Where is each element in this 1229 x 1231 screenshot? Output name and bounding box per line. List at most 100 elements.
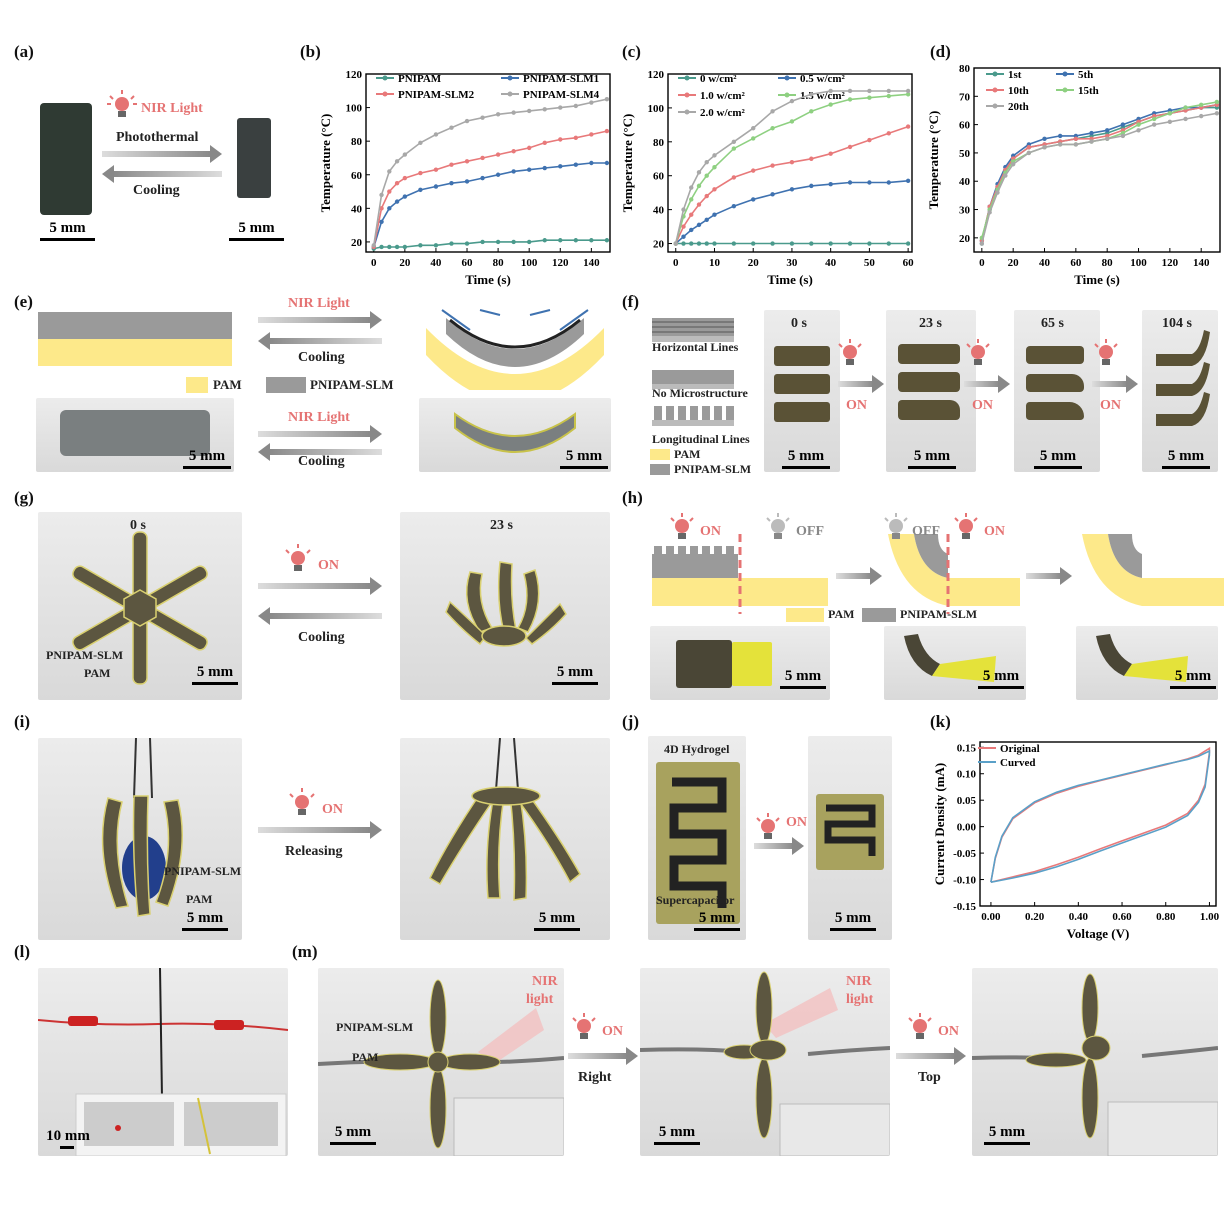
scale-bar: 10 mm bbox=[42, 1128, 94, 1149]
scale-bar: 5 mm bbox=[183, 448, 231, 469]
series-line-0 bbox=[981, 106, 1217, 244]
data-point bbox=[886, 180, 891, 185]
arrow-right-icon bbox=[964, 375, 1010, 393]
data-point bbox=[1183, 116, 1188, 122]
data-point bbox=[464, 118, 470, 124]
x-axis-label: Voltage (V) bbox=[1067, 926, 1130, 941]
data-point bbox=[689, 241, 694, 246]
data-point bbox=[673, 241, 678, 246]
data-point bbox=[402, 194, 408, 199]
pam-label: PAM bbox=[186, 892, 213, 906]
data-point bbox=[681, 224, 686, 229]
data-point bbox=[480, 239, 485, 245]
data-point bbox=[573, 135, 579, 141]
legend-label: Curved bbox=[1000, 757, 1035, 769]
data-point bbox=[418, 140, 423, 146]
data-point bbox=[828, 241, 833, 246]
data-point bbox=[526, 108, 532, 114]
data-point bbox=[1120, 133, 1126, 139]
data-point bbox=[371, 243, 376, 248]
photo-j-flat bbox=[648, 736, 746, 940]
data-point bbox=[449, 125, 454, 130]
x-tick-label: 30 bbox=[786, 257, 798, 269]
legend-marker bbox=[507, 75, 513, 81]
y-tick-label: 0.05 bbox=[957, 795, 977, 807]
y-axis-label: Temperature (°C) bbox=[318, 114, 333, 213]
data-point bbox=[394, 244, 400, 250]
data-point bbox=[433, 132, 439, 137]
bent-bilayer-diagram bbox=[426, 309, 604, 390]
data-point bbox=[712, 187, 717, 192]
y-axis-label: Temperature (°C) bbox=[620, 114, 635, 213]
data-point bbox=[809, 92, 814, 97]
data-point bbox=[1104, 128, 1110, 133]
on-label: ON bbox=[846, 398, 867, 413]
scale-bar: 5 mm bbox=[552, 664, 598, 685]
legend-swatch-slm bbox=[266, 377, 306, 393]
photo-i-release bbox=[400, 738, 610, 940]
data-point bbox=[394, 159, 400, 164]
data-point bbox=[867, 180, 872, 185]
y-tick-label: -0.10 bbox=[953, 875, 976, 887]
y-tick-label: 80 bbox=[653, 137, 665, 149]
on-label: ON bbox=[318, 558, 339, 573]
x-tick-label: 40 bbox=[825, 257, 837, 269]
y-tick-label: 100 bbox=[346, 103, 363, 115]
x-tick-label: 60 bbox=[1070, 257, 1082, 269]
legend-label: Original bbox=[1000, 743, 1040, 755]
y-tick-label: 40 bbox=[653, 205, 665, 217]
top-label: Top bbox=[918, 1070, 941, 1085]
arrow-right-icon bbox=[258, 311, 382, 329]
data-point bbox=[770, 109, 775, 114]
time-label: 23 s bbox=[490, 518, 513, 533]
series-line-3 bbox=[373, 98, 608, 246]
legend-marker bbox=[684, 109, 690, 115]
arrow-left-icon bbox=[258, 332, 382, 350]
data-point bbox=[886, 131, 891, 136]
data-point bbox=[751, 197, 756, 202]
off-label: OFF bbox=[796, 524, 824, 539]
x-tick-label: 120 bbox=[552, 257, 569, 269]
y-axis-label: Current Density (mA) bbox=[932, 763, 947, 886]
photo-flat-bilayer bbox=[36, 398, 234, 472]
data-point bbox=[604, 238, 610, 243]
scale-bar: 5 mm bbox=[978, 668, 1024, 689]
x-tick-label: 140 bbox=[583, 257, 600, 269]
cooling-label: Cooling bbox=[298, 454, 345, 469]
data-point bbox=[1003, 173, 1008, 178]
series-line-2 bbox=[373, 130, 608, 248]
photo-j-curved bbox=[808, 736, 892, 940]
legend-marker bbox=[1062, 87, 1068, 93]
legend-marker bbox=[784, 92, 790, 98]
y-tick-label: 20 bbox=[351, 237, 363, 249]
chart-c: 0 10 20 30 40 50 60 20 40 60 80 100 120 Time (s) Tempe… bbox=[620, 69, 914, 287]
legend-swatch-pam bbox=[186, 377, 208, 393]
panel-j-label: (j) bbox=[622, 712, 639, 731]
photo-m-1 bbox=[318, 968, 564, 1156]
on-label: ON bbox=[984, 524, 1005, 539]
x-tick-label: 20 bbox=[399, 257, 411, 269]
data-point bbox=[1073, 136, 1079, 141]
light-label: light bbox=[526, 992, 554, 1007]
data-point bbox=[704, 193, 709, 199]
pam-label: PAM bbox=[352, 1050, 379, 1064]
light-label: light bbox=[846, 992, 874, 1007]
legend-slm: PNIPAM-SLM bbox=[310, 377, 394, 392]
legend-slm: PNIPAM-SLM bbox=[900, 607, 978, 621]
data-point bbox=[751, 168, 756, 173]
chart-d: 0 20 40 60 80 100 120 140 20 30 40 50 60 70 80 Time (s)… bbox=[928, 63, 1221, 287]
legend-label: 5th bbox=[1078, 69, 1093, 81]
x-tick-label: 140 bbox=[1193, 257, 1210, 269]
data-point bbox=[1089, 130, 1094, 136]
y-tick-label: 30 bbox=[959, 205, 971, 217]
scale-bar: 5 mm bbox=[534, 910, 580, 931]
lightbulb-icon bbox=[908, 1013, 932, 1039]
data-point bbox=[828, 102, 833, 107]
data-point bbox=[1136, 128, 1141, 133]
data-point bbox=[433, 184, 439, 189]
data-point bbox=[1198, 102, 1204, 107]
data-point bbox=[704, 217, 709, 222]
series-line-0 bbox=[373, 239, 607, 250]
data-point bbox=[573, 162, 579, 167]
longitudinal-lines-label: Longitudinal Lines bbox=[652, 432, 750, 446]
